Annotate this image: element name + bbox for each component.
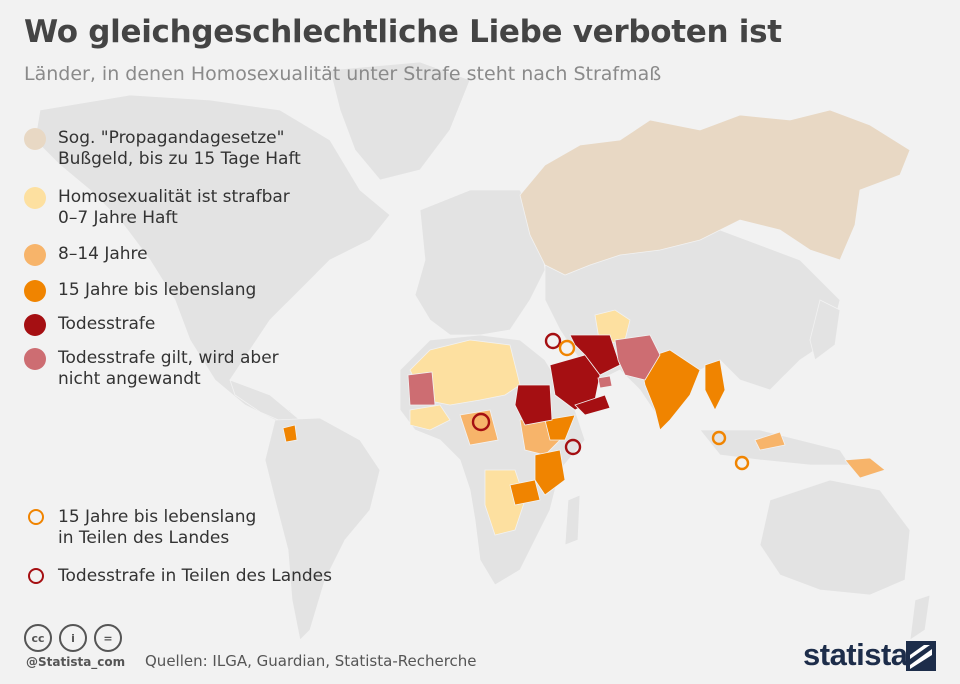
legend-label: Homosexualität ist strafbar bbox=[58, 187, 290, 207]
legend-swatch-propaganda bbox=[24, 128, 46, 150]
attribution-icon[interactable]: i bbox=[59, 624, 87, 652]
legend-label: Todesstrafe bbox=[58, 314, 156, 334]
region-east-africa bbox=[534, 449, 566, 496]
legend-swatch-jail-0-7 bbox=[24, 187, 46, 209]
region-west-africa bbox=[409, 404, 451, 431]
region-zambia bbox=[509, 479, 541, 506]
marker-sumatra-life bbox=[711, 430, 727, 446]
marker-java-life bbox=[734, 455, 750, 471]
legend-label: nicht angewandt bbox=[58, 369, 201, 389]
japan bbox=[809, 299, 841, 361]
region-sudan bbox=[514, 384, 553, 426]
region-afghanistan-pakistan bbox=[614, 334, 661, 381]
statista-logo-icon bbox=[906, 641, 936, 671]
legend-ring-life-partial bbox=[28, 509, 44, 525]
legend-label: 8–14 Jahre bbox=[58, 244, 148, 264]
legend-label: in Teilen des Landes bbox=[58, 528, 230, 548]
license-icons: cc i = bbox=[24, 624, 122, 652]
legend-label: 15 Jahre bis lebenslang bbox=[58, 280, 257, 300]
legend-item-propaganda: Sog. "Propagandagesetze" Bußgeld, bis zu… bbox=[24, 128, 301, 170]
madagascar bbox=[564, 494, 581, 546]
marker-somalia-death bbox=[564, 438, 582, 456]
legend-swatch-jail-8-14 bbox=[24, 244, 46, 266]
page-subtitle: Länder, in denen Homosexualität unter St… bbox=[24, 63, 662, 85]
south-america bbox=[264, 417, 381, 641]
statista-handle[interactable]: @Statista_com bbox=[26, 655, 126, 669]
region-north-africa bbox=[409, 339, 521, 406]
legend-label: Todesstrafe gilt, wird aber bbox=[58, 348, 279, 368]
statista-logo[interactable]: statista bbox=[803, 637, 908, 672]
legend-item-death: Todesstrafe bbox=[24, 314, 155, 336]
sources-text: Quellen: ILGA, Guardian, Statista-Recher… bbox=[145, 652, 477, 670]
legend-label: Bußgeld, bis zu 15 Tage Haft bbox=[58, 149, 301, 169]
cc-icon[interactable]: cc bbox=[24, 624, 52, 652]
region-uae bbox=[597, 375, 613, 389]
region-myanmar bbox=[704, 359, 726, 411]
legend-label: Todesstrafe in Teilen des Landes bbox=[58, 566, 333, 586]
legend-swatch-life bbox=[24, 280, 46, 302]
legend-label: 0–7 Jahre Haft bbox=[58, 208, 178, 228]
marker-nigeria-death bbox=[471, 412, 491, 432]
legend-label: 15 Jahre bis lebenslang bbox=[58, 507, 257, 527]
legend-label: Sog. "Propagandagesetze" bbox=[58, 128, 285, 148]
region-russia bbox=[519, 109, 911, 276]
region-india bbox=[639, 349, 701, 431]
greenland bbox=[329, 61, 471, 181]
legend-item-death-not-applied: Todesstrafe gilt, wird aber nicht angewa… bbox=[24, 348, 279, 390]
legend-swatch-death-not-applied bbox=[24, 348, 46, 370]
region-guyana bbox=[282, 424, 298, 443]
legend-item-jail-0-7: Homosexualität ist strafbar 0–7 Jahre Ha… bbox=[24, 187, 290, 229]
region-iran bbox=[569, 334, 621, 376]
no-derivatives-icon[interactable]: = bbox=[94, 624, 122, 652]
region-horn bbox=[544, 414, 576, 441]
region-mauritania bbox=[407, 371, 436, 406]
region-papua-new-guinea bbox=[844, 457, 886, 479]
region-yemen bbox=[574, 394, 611, 416]
europe bbox=[414, 189, 546, 336]
legend-swatch-death bbox=[24, 314, 46, 336]
legend-ring-death-partial bbox=[28, 568, 44, 584]
legend-item-jail-8-14: 8–14 Jahre bbox=[24, 244, 148, 266]
page-title: Wo gleichgeschlechtliche Liebe verboten … bbox=[24, 14, 782, 50]
new-zealand bbox=[909, 594, 931, 641]
australia bbox=[759, 479, 911, 596]
marker-syria-life bbox=[558, 339, 576, 357]
legend-item-death-partial: Todesstrafe in Teilen des Landes bbox=[24, 566, 332, 587]
legend-item-life-partial: 15 Jahre bis lebenslang in Teilen des La… bbox=[24, 507, 256, 549]
region-malaysia bbox=[754, 431, 786, 451]
legend-item-life: 15 Jahre bis lebenslang bbox=[24, 280, 256, 302]
marker-iraq-death bbox=[544, 332, 562, 350]
